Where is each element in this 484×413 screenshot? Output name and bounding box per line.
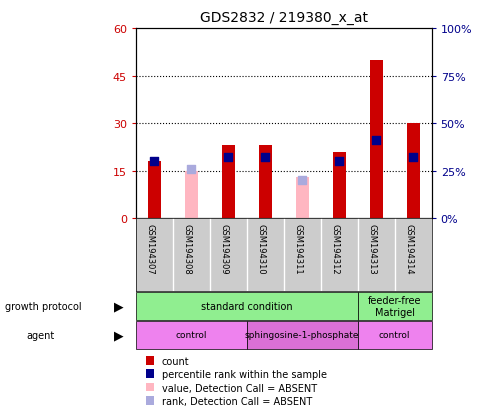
- Text: agent: agent: [27, 330, 55, 340]
- Text: ▶: ▶: [114, 328, 123, 342]
- Bar: [369, 61, 382, 219]
- Point: [224, 155, 232, 161]
- Text: standard condition: standard condition: [200, 301, 292, 311]
- Title: GDS2832 / 219380_x_at: GDS2832 / 219380_x_at: [199, 11, 367, 25]
- Bar: [406, 124, 419, 219]
- Text: GSM194312: GSM194312: [330, 224, 338, 275]
- Point: [187, 166, 195, 173]
- Text: GSM194313: GSM194313: [366, 224, 376, 275]
- Text: count: count: [161, 356, 189, 366]
- Text: GSM194314: GSM194314: [403, 224, 412, 275]
- Bar: [136, 292, 357, 320]
- Point: [372, 138, 379, 144]
- Text: rank, Detection Call = ABSENT: rank, Detection Call = ABSENT: [161, 396, 311, 406]
- Point: [150, 159, 158, 165]
- Bar: [148, 162, 160, 219]
- Text: GSM194311: GSM194311: [293, 224, 302, 275]
- Bar: [246, 321, 357, 349]
- Text: GSM194309: GSM194309: [219, 224, 228, 275]
- Text: value, Detection Call = ABSENT: value, Detection Call = ABSENT: [161, 383, 316, 393]
- Bar: [184, 171, 197, 219]
- Point: [298, 178, 305, 184]
- Bar: [332, 152, 345, 219]
- Text: control: control: [378, 330, 409, 339]
- Bar: [295, 178, 308, 219]
- Text: GSM194307: GSM194307: [145, 224, 154, 275]
- Bar: [357, 292, 431, 320]
- Text: growth protocol: growth protocol: [5, 301, 81, 311]
- Bar: [258, 146, 271, 219]
- Point: [334, 159, 342, 165]
- Text: percentile rank within the sample: percentile rank within the sample: [161, 370, 326, 380]
- Text: control: control: [175, 330, 207, 339]
- Bar: [221, 146, 234, 219]
- Text: sphingosine-1-phosphate: sphingosine-1-phosphate: [244, 330, 359, 339]
- Text: GSM194308: GSM194308: [182, 224, 191, 275]
- Point: [408, 155, 416, 161]
- Text: feeder-free
Matrigel: feeder-free Matrigel: [367, 295, 421, 317]
- Text: ▶: ▶: [114, 299, 123, 313]
- Bar: [136, 321, 246, 349]
- Bar: [357, 321, 431, 349]
- Text: GSM194310: GSM194310: [256, 224, 265, 275]
- Point: [261, 155, 269, 161]
